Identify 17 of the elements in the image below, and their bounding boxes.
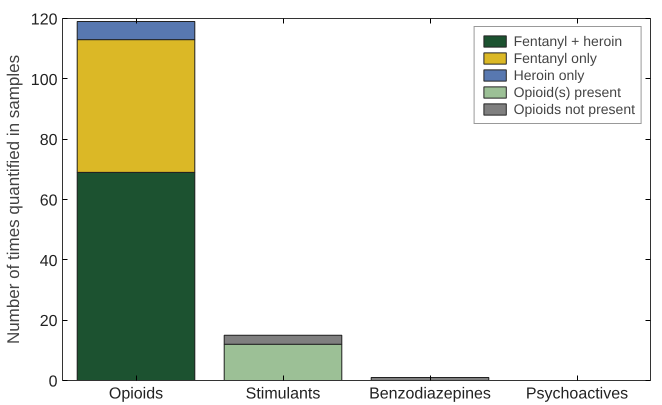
y-tick-label: 20	[40, 313, 58, 330]
x-tick-label: Opioids	[108, 386, 164, 402]
x-tick-label: Psychoactives	[526, 386, 628, 402]
legend-label: Opioid(s) present	[514, 84, 621, 100]
legend-label: Heroin only	[514, 67, 584, 83]
y-tick-label: 120	[30, 12, 58, 28]
y-tick-label: 60	[40, 192, 58, 210]
legend-label: Opioids not present	[514, 101, 635, 117]
legend-label: Fentanyl + heroin	[514, 33, 622, 49]
y-tick-label: 100	[30, 72, 58, 89]
y-tick-label: 80	[40, 132, 58, 150]
y-tick-label: 40	[40, 252, 58, 270]
legend-label: Fentanyl only	[514, 50, 597, 66]
x-tick-label: Stimulants	[246, 386, 320, 402]
y-axis-title: Number of times quantified in samples	[4, 54, 23, 344]
x-tick-label: Benzodiazepines	[369, 386, 491, 402]
y-tick-label: 0	[48, 374, 58, 390]
